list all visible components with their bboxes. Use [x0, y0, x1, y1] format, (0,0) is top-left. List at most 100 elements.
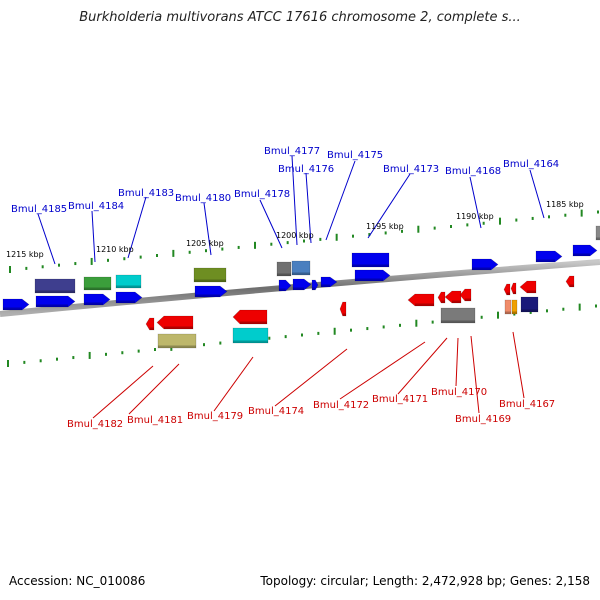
scale-tick [482, 221, 485, 225]
gene-shadow [164, 326, 193, 329]
leader-line [305, 172, 312, 244]
scale-tick [382, 325, 385, 329]
reverse-gene[interactable] [232, 327, 269, 344]
gene-shadow [573, 253, 590, 256]
reverse-gene-label[interactable]: Bmul_4182 [67, 419, 123, 430]
scale-tick [564, 213, 567, 217]
gene-shadow [240, 321, 267, 324]
forward-gene-label[interactable]: Bmul_4175 [327, 150, 383, 161]
scale-tick [319, 237, 322, 241]
gene-shadow [505, 311, 511, 314]
forward-gene[interactable] [535, 250, 563, 263]
scale-tick [284, 335, 287, 339]
reverse-gene[interactable] [519, 280, 537, 294]
reverse-gene[interactable] [157, 333, 197, 349]
scale-tick [41, 265, 44, 269]
forward-gene[interactable] [595, 225, 600, 241]
gene-shadow [321, 284, 330, 287]
gene-shadow [415, 303, 434, 306]
leader-line [213, 356, 254, 412]
reverse-gene[interactable] [437, 291, 446, 304]
label-leader-lines [37, 155, 545, 419]
reverse-gene-label[interactable]: Bmul_4174 [248, 406, 304, 417]
forward-gene[interactable] [34, 278, 76, 294]
reverse-gene-label[interactable]: Bmul_4171 [372, 394, 428, 405]
forward-gene-label[interactable]: Bmul_4180 [175, 193, 231, 204]
reverse-gene[interactable] [510, 282, 517, 295]
scale-tick [415, 319, 418, 327]
forward-gene[interactable] [471, 258, 499, 271]
forward-gene[interactable] [278, 279, 292, 292]
reverse-gene[interactable] [407, 293, 435, 307]
reverse-gene[interactable] [232, 309, 268, 325]
forward-gene-label[interactable]: Bmul_4177 [264, 146, 320, 157]
gene-shadow [149, 327, 154, 330]
scale-tick [529, 310, 532, 314]
forward-gene-label[interactable]: Bmul_4173 [383, 164, 439, 175]
reverse-gene-label[interactable]: Bmul_4179 [187, 411, 243, 422]
gene-shadow [36, 304, 68, 307]
forward-gene-label[interactable]: Bmul_4168 [445, 166, 501, 177]
forward-gene-label[interactable]: Bmul_4178 [234, 189, 290, 200]
forward-gene[interactable] [320, 276, 338, 288]
reverse-gene[interactable] [511, 299, 518, 315]
reverse-gene[interactable] [459, 288, 472, 302]
reverse-gene-label[interactable]: Bmul_4172 [313, 400, 369, 411]
scale-tick [23, 360, 26, 364]
reverse-gene[interactable] [156, 315, 194, 330]
reverse-gene-label[interactable]: Bmul_4169 [455, 414, 511, 425]
scale-tick [205, 249, 207, 253]
forward-gene[interactable] [194, 285, 228, 298]
reverse-gene[interactable] [440, 307, 476, 324]
forward-gene[interactable] [115, 291, 143, 304]
reverse-gene[interactable] [504, 299, 512, 315]
forward-gene-label[interactable]: Bmul_4164 [503, 159, 559, 170]
gene-shadow [464, 298, 471, 301]
leader-line [512, 331, 525, 399]
leader-line [470, 335, 480, 414]
gene-shadow [527, 290, 536, 293]
forward-gene-label[interactable]: Bmul_4185 [11, 204, 67, 215]
leader-line [274, 348, 348, 407]
scale-tick [317, 331, 320, 335]
scale-label: 1215 kbp [6, 250, 44, 259]
accession-text: Accession: NC_010086 [9, 574, 146, 588]
gene-shadow [195, 294, 220, 297]
forward-gene[interactable] [292, 278, 312, 291]
scale-tick [74, 262, 77, 266]
reverse-gene[interactable] [145, 317, 155, 331]
reverse-gene[interactable] [444, 290, 462, 304]
forward-gene[interactable] [83, 293, 111, 306]
reverse-gene[interactable] [565, 275, 575, 288]
forward-gene[interactable] [193, 267, 227, 283]
gene-shadow [116, 300, 135, 303]
gene-shadow [84, 287, 111, 290]
scale-tick [366, 327, 369, 331]
forward-gene-label[interactable]: Bmul_4176 [278, 164, 334, 175]
scale-tick [254, 241, 256, 249]
reverse-gene-label[interactable]: Bmul_4181 [127, 415, 183, 426]
leader-line [529, 169, 545, 219]
forward-gene-label[interactable]: Bmul_4184 [68, 201, 124, 212]
forward-gene[interactable] [115, 274, 142, 289]
forward-gene[interactable] [572, 244, 598, 257]
forward-gene[interactable] [291, 260, 311, 276]
forward-gene[interactable] [35, 295, 76, 308]
forward-gene[interactable] [2, 298, 30, 311]
map-title: Burkholderia multivorans ATCC 17616 chro… [79, 10, 521, 25]
forward-gene[interactable] [311, 279, 319, 291]
forward-gene[interactable] [83, 276, 112, 291]
scale-tick [58, 263, 60, 267]
reverse-gene[interactable] [503, 283, 511, 296]
reverse-gene-label[interactable]: Bmul_4167 [499, 399, 555, 410]
forward-gene-label[interactable]: Bmul_4183 [118, 188, 174, 199]
gene-shadow [3, 307, 22, 310]
forward-gene[interactable] [276, 261, 292, 277]
forward-gene[interactable] [351, 252, 390, 268]
reverse-gene-label[interactable]: Bmul_4170 [431, 387, 487, 398]
forward-gene[interactable] [354, 269, 391, 282]
scale-tick [433, 226, 436, 230]
reverse-gene[interactable] [520, 296, 539, 313]
reverse-gene[interactable] [339, 301, 347, 317]
gene-shadow [506, 292, 510, 295]
